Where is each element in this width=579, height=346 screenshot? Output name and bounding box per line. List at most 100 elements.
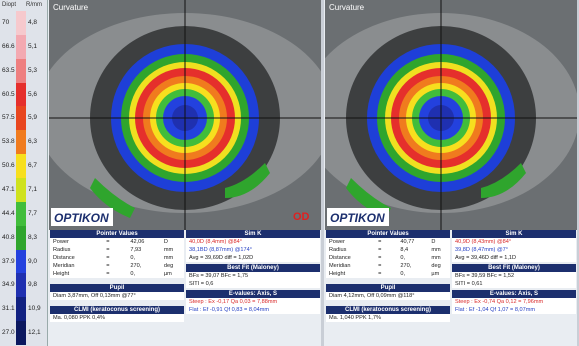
scale-radius: 5,9 xyxy=(28,114,37,121)
info-line: BFs = 39,07 BFc = 1,75 xyxy=(186,272,320,280)
scale-radius: 8,3 xyxy=(28,234,37,241)
pointer-cell: Height xyxy=(329,270,345,278)
pointer-cell: 7,93 xyxy=(130,246,141,254)
pointer-cell: = xyxy=(378,238,381,246)
map-title: Curvature xyxy=(53,3,89,12)
pointer-row: Meridian=270,deg xyxy=(50,262,184,270)
section-header: Best Fit (Maloney) xyxy=(186,264,320,272)
pointer-cell: mm xyxy=(164,246,173,254)
info-line: 39,8D (8,47mm) @7° xyxy=(452,246,576,254)
logo: OPTIKON xyxy=(330,211,385,225)
scale-color xyxy=(16,154,26,178)
scale-color xyxy=(16,178,26,202)
pointer-cell: mm xyxy=(431,246,440,254)
section-header: E-values: Axis, S xyxy=(452,290,576,298)
pointer-cell: mm xyxy=(164,254,173,262)
pointer-cell: 40,77 xyxy=(400,238,414,246)
scale-color xyxy=(16,321,26,345)
scale-color xyxy=(16,297,26,321)
pointer-cell: 0, xyxy=(130,254,135,262)
scale-diopt: 27.0 xyxy=(2,329,15,336)
info-line: 40,9D (8,43mm) @84° xyxy=(452,238,576,246)
scale-diopt: 34.9 xyxy=(2,281,15,288)
app: DioptR/mm704,866.65,163.55,360.55,657.55… xyxy=(0,0,579,346)
pointer-cell: 0, xyxy=(400,254,405,262)
screen: DioptR/mm704,866.65,163.55,360.55,657.55… xyxy=(0,0,579,346)
pointer-cell: Distance xyxy=(329,254,351,262)
info-line: Diam 3,87mm, Off 0,13mm @77° xyxy=(50,292,184,300)
pointer-cell: Distance xyxy=(53,254,75,262)
info-line: Avg = 39,69D diff = 1,02D xyxy=(186,254,320,262)
pointer-row: Distance = 0, mm xyxy=(50,254,184,262)
pointer-cell: = xyxy=(106,254,109,262)
scale-radius: 12,1 xyxy=(28,329,41,336)
pointer-cell: = xyxy=(378,262,381,270)
info-line: Ma. 1,040 PPK 1,7% xyxy=(326,314,450,322)
pointer-cell: deg xyxy=(164,262,173,270)
topography-map: Curvature OPTIKON xyxy=(325,0,577,230)
scale-diopt: 31.1 xyxy=(2,305,15,312)
pointer-cell: Power xyxy=(329,238,345,246)
info-right: Sim K40,0D (8,4mm) @84°38,1BD (8,87mm) @… xyxy=(186,230,320,314)
pointer-cell: D xyxy=(431,238,435,246)
pointer-cell: Meridian xyxy=(329,262,350,270)
pointer-cell: 0, xyxy=(400,270,405,278)
pointer-cell: = xyxy=(106,270,109,278)
pointer-row: Height=0,µm xyxy=(326,270,450,278)
pointer-cell: = xyxy=(378,270,381,278)
scale-radius: 9,0 xyxy=(28,258,37,265)
scale-radius: 7,7 xyxy=(28,210,37,217)
scale-diopt: 66.6 xyxy=(2,43,15,50)
section-header: E-values: Axis, S xyxy=(186,290,320,298)
pointer-cell: D xyxy=(164,238,168,246)
section-header: Pupil xyxy=(50,284,184,292)
pointer-row: Height=0,µm xyxy=(50,270,184,278)
scale-color xyxy=(16,83,26,107)
scale-radius: 6,3 xyxy=(28,138,37,145)
info-line: Diam 4,12mm, Off 0,09mm @118° xyxy=(326,292,450,300)
scale-color xyxy=(16,130,26,154)
scale-color xyxy=(16,11,26,35)
pointer-row: Meridian=270,deg xyxy=(326,262,450,270)
pointer-cell: = xyxy=(378,246,381,254)
scale-diopt: 63.5 xyxy=(2,67,15,74)
scale-header: Diopt xyxy=(2,2,16,8)
section-header: CLMI (keratoconus screening) xyxy=(50,306,184,314)
scale-color xyxy=(16,106,26,130)
scale-diopt: 60.5 xyxy=(2,91,15,98)
scale-color xyxy=(16,250,26,274)
scale-diopt: 50.6 xyxy=(2,162,15,169)
info-line: 40,0D (8,4mm) @84° xyxy=(186,238,320,246)
pointer-cell: = xyxy=(106,238,109,246)
pointer-row: Distance=0,mm xyxy=(326,254,450,262)
scale-diopt: 70 xyxy=(2,19,9,26)
info-line: Flat : Ef -0,91 Qf 0,83 = 8,04mm xyxy=(186,306,320,314)
pointer-cell: = xyxy=(106,262,109,270)
pointer-row: Power = 40,77 D xyxy=(326,238,450,246)
scale-radius: 10,9 xyxy=(28,305,41,312)
info-line: Avg = 39,46D diff = 1,1D xyxy=(452,254,576,262)
section-header: Sim K xyxy=(186,230,320,238)
map-title: Curvature xyxy=(329,3,365,12)
scale-color xyxy=(16,59,26,83)
scale-diopt: 47.1 xyxy=(2,186,15,193)
pointer-cell: µm xyxy=(164,270,172,278)
pointer-cell: Radius xyxy=(329,246,346,254)
section-header: Sim K xyxy=(452,230,576,238)
scale-header: R/mm xyxy=(26,2,42,8)
info-line: BFs = 39,59 BFc = 1,52 xyxy=(452,272,576,280)
pointer-row: Power=42,06D xyxy=(50,238,184,246)
section-header: CLMI (keratoconus screening) xyxy=(326,306,450,314)
pointer-cell: Meridian xyxy=(53,262,74,270)
eye-side: OD xyxy=(293,211,310,223)
section-header: Pointer Values xyxy=(326,230,450,238)
pointer-cell: Height xyxy=(53,270,69,278)
section-header: Best Fit (Maloney) xyxy=(452,264,576,272)
scale-radius: 5,1 xyxy=(28,43,37,50)
info-line: SITI = 0,6 xyxy=(186,280,320,288)
scale-radius: 5,3 xyxy=(28,67,37,74)
scale-radius: 7,1 xyxy=(28,186,37,193)
